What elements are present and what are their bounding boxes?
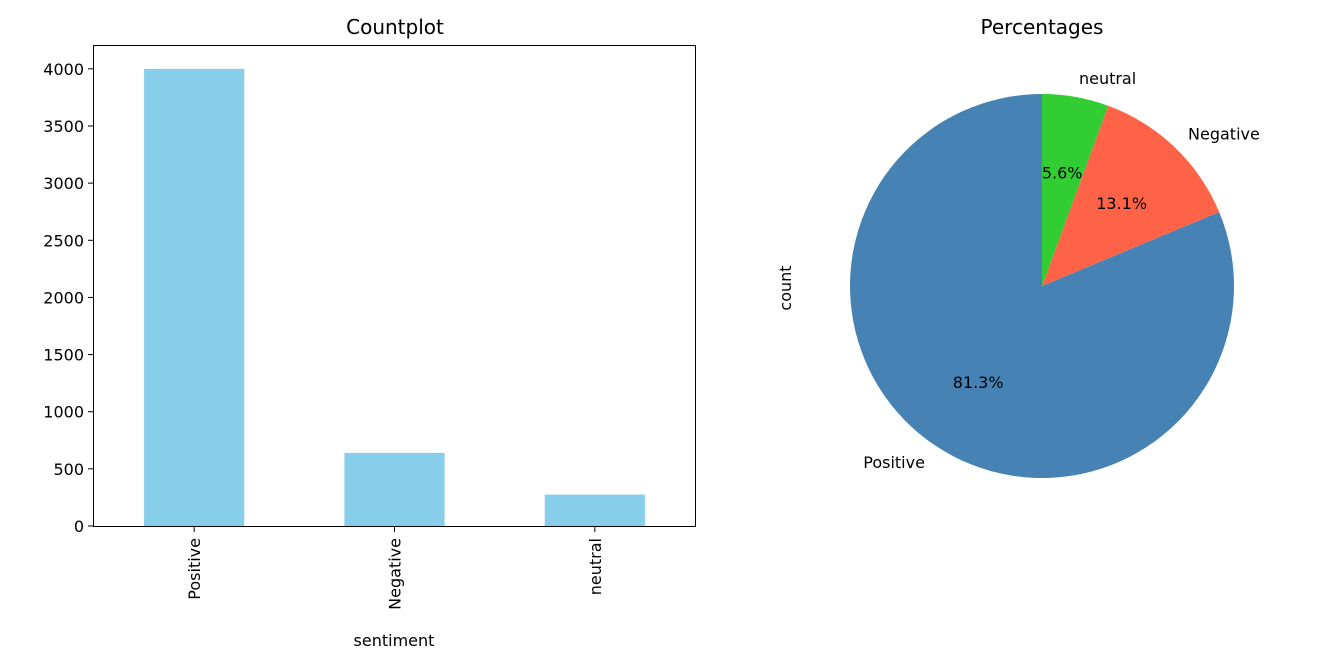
- pie-y-axis-label: count: [776, 265, 795, 310]
- pie-chart: Percentages count Positive 81.3% Negative 1…: [776, 15, 1260, 478]
- bar-negative: [344, 452, 445, 526]
- y-tick-label: 2500: [43, 231, 84, 250]
- bar-positive: [144, 68, 245, 526]
- pie-chart-title: Percentages: [981, 15, 1104, 39]
- y-tick-label: 500: [53, 460, 84, 479]
- pie-labels: Positive 81.3% Negative 13.1% neutral 5.6%: [863, 69, 1260, 472]
- pie-slice-neutral: [1042, 94, 1109, 286]
- bar-chart-title: Countplot: [346, 15, 444, 39]
- y-tick-label: 3000: [43, 174, 84, 193]
- x-tick-label-negative: Negative: [386, 538, 405, 610]
- pie-label-negative: Negative: [1188, 124, 1260, 143]
- y-tick-label: 1500: [43, 346, 84, 365]
- pie-slices: [850, 94, 1234, 478]
- bar-neutral: [544, 494, 645, 526]
- y-tick-label: 0: [74, 517, 84, 536]
- pie-pct-positive: 81.3%: [953, 373, 1004, 392]
- bar-group: [144, 68, 645, 526]
- bar-plot-frame: [93, 45, 696, 527]
- bar-chart: Countplot 0 500 1000 1500 2000 2500 3000 3500 40…: [43, 15, 696, 650]
- pie-pct-negative: 13.1%: [1096, 194, 1147, 213]
- y-tick-label: 3500: [43, 117, 84, 136]
- x-tick-label-neutral: neutral: [586, 538, 605, 595]
- pie-label-positive: Positive: [863, 453, 925, 472]
- pie-pct-neutral: 5.6%: [1042, 164, 1083, 183]
- bar-x-axis-label: sentiment: [354, 631, 435, 650]
- y-tick-label: 2000: [43, 288, 84, 307]
- y-tick-label: 4000: [43, 60, 84, 79]
- pie-slice-negative: [1042, 105, 1220, 287]
- y-tick-label: 1000: [43, 403, 84, 422]
- bar-x-axis: Positive Negative neutral: [185, 526, 605, 610]
- pie-label-neutral: neutral: [1079, 69, 1136, 88]
- x-tick-label-positive: Positive: [185, 538, 204, 600]
- bar-y-axis: 0 500 1000 1500 2000 2500 3000 3500 4000: [43, 60, 94, 536]
